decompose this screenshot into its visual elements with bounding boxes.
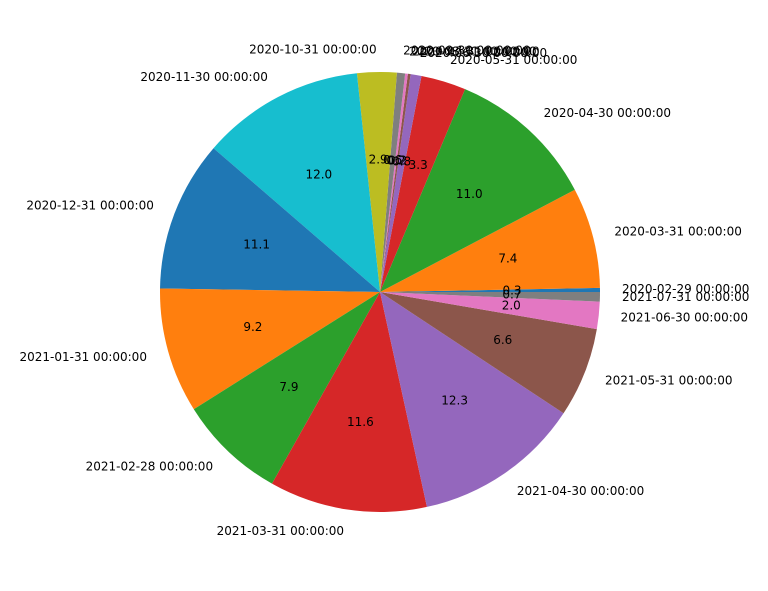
pie-wedge (193, 292, 380, 484)
slice-percent-label: 12.0 (305, 168, 332, 182)
slice-percent-label: 11.1 (243, 237, 270, 251)
slice-label: 2020-08-31 00:00:00 (409, 44, 536, 58)
slice-label: 2020-06-30 00:00:00 (420, 46, 547, 60)
pie-wedge (380, 75, 466, 292)
pie-wedges (160, 72, 600, 512)
slice-label: 2021-05-31 00:00:00 (605, 374, 732, 388)
slice-percent-label: 12.3 (441, 393, 468, 407)
slice-percent-label: 6.6 (493, 333, 512, 347)
slice-percent-label: 7.9 (279, 380, 298, 394)
slice-percent-label: 0.6 (383, 153, 402, 167)
slice-label: 2020-09-30 00:00:00 (403, 44, 530, 58)
pie-wedge (380, 292, 600, 302)
pie-wedge (356, 72, 397, 292)
pie-wedge (160, 148, 380, 292)
pie-wedge (160, 288, 380, 410)
slice-label: 2020-11-30 00:00:00 (140, 70, 267, 84)
slice-percent-label: 2.9 (369, 153, 388, 167)
pie-wedge (380, 292, 597, 414)
slice-percent-label: 0.7 (502, 287, 521, 301)
slice-label: 2020-04-30 00:00:00 (544, 106, 671, 120)
slice-label: 2021-06-30 00:00:00 (621, 310, 748, 324)
slice-label: 2020-12-31 00:00:00 (26, 198, 153, 212)
slice-label: 2020-02-29 00:00:00 (622, 282, 749, 296)
slice-percent-label: 11.0 (456, 187, 483, 201)
pie-wedge (380, 73, 411, 292)
pie-wedge (380, 72, 406, 292)
pie-wedge (380, 287, 600, 292)
pie-wedge (380, 73, 408, 293)
slice-label: 2020-07-31 00:00:00 (412, 45, 539, 59)
slice-label: 2020-10-31 00:00:00 (249, 43, 376, 57)
slice-percent-label: 0.3 (502, 283, 521, 297)
slice-percent-label: 0.2 (388, 154, 407, 168)
slice-label: 2021-07-31 00:00:00 (622, 290, 749, 304)
pie-wedge (380, 89, 575, 292)
slice-percent-label: 3.3 (409, 158, 428, 172)
slice-label: 2020-05-31 00:00:00 (450, 53, 577, 67)
slice-percent-label: 9.2 (243, 320, 262, 334)
pie-wedge (271, 292, 427, 512)
slice-percent-label: 2.0 (502, 299, 521, 313)
pie-wedge (380, 292, 564, 507)
slice-label: 2021-02-28 00:00:00 (86, 460, 213, 474)
pie-percent-labels: 0.37.411.03.30.80.20.20.62.912.011.19.27… (243, 153, 521, 430)
slice-label: 2020-03-31 00:00:00 (614, 224, 741, 238)
pie-wedge (380, 189, 600, 292)
slice-label: 2021-03-31 00:00:00 (217, 524, 344, 538)
slice-percent-label: 7.4 (498, 252, 517, 266)
slice-percent-label: 0.2 (386, 153, 405, 167)
pie-wedge (380, 292, 600, 330)
pie-wedge (213, 73, 380, 292)
slice-percent-label: 11.6 (347, 415, 374, 429)
slice-label: 2021-04-30 00:00:00 (517, 484, 644, 498)
pie-wedge (380, 74, 422, 292)
pie-labels: 2020-02-29 00:00:00 2020-03-31 00:00:00 20… (20, 43, 750, 538)
slice-percent-label: 0.8 (392, 154, 411, 168)
slice-label: 2021-01-31 00:00:00 (20, 350, 147, 364)
